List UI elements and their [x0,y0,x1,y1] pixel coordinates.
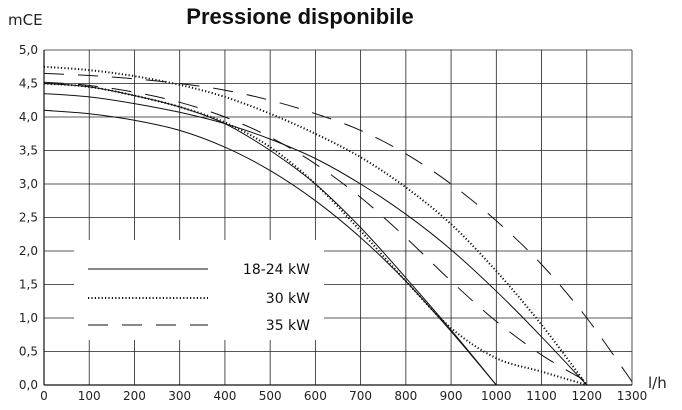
y-tick-label: 3,5 [19,144,38,158]
y-tick-label: 1,5 [19,278,38,292]
series-2-curve-2 [43,82,588,386]
x-tick-label: 900 [440,389,463,403]
x-tick-label: 1300 [617,389,648,403]
x-tick-label: 0 [40,389,48,403]
x-tick-label: 1000 [481,389,512,403]
x-tick-label: 500 [259,389,282,403]
y-tick-label: 2,0 [19,244,38,258]
x-tick-label: 1200 [571,389,602,403]
y-tick-label: 2,5 [19,211,38,225]
x-axis-label: l/h [648,374,667,392]
y-tick-label: 0,5 [19,345,38,359]
y-tick-label: 3,0 [19,177,38,191]
chart-title: Pressione disponibile [186,4,413,29]
legend-box [74,240,324,340]
x-tick-label: 600 [304,389,327,403]
series-3-curve-2 [43,81,588,383]
series-1-curve-1 [43,109,497,386]
legend-label-1: 18-24 kW [243,262,310,278]
x-tick-label: 300 [168,389,191,403]
tick-labels: 0 100 200 300 400 500 600 700 800 900 1000 1100 1200… [19,43,647,403]
y-tick-label: 0,0 [19,378,38,392]
legend: 18-24 kW 30 kW 35 kW [88,262,310,334]
series-3-curve-1 [43,72,633,382]
grid [43,49,633,386]
x-tick-label: 200 [123,389,146,403]
series-1-curve-3 [43,83,497,386]
legend-label-2: 30 kW [266,291,310,307]
legend-label-3: 35 kW [266,318,310,334]
curves [43,65,633,386]
x-tick-label: 1100 [526,389,557,403]
x-tick-label: 700 [349,389,372,403]
x-tick-label: 100 [78,389,101,403]
y-tick-label: 1,0 [19,311,38,325]
y-tick-label: 4,5 [19,77,38,91]
series-1-curve-2 [43,93,588,386]
y-tick-label: 5,0 [19,43,38,57]
x-tick-label: 400 [213,389,236,403]
y-axis-label: mCE [8,11,43,29]
x-tick-label: 800 [394,389,417,403]
series-2-curve-1 [43,65,588,386]
y-tick-label: 4,0 [19,110,38,124]
